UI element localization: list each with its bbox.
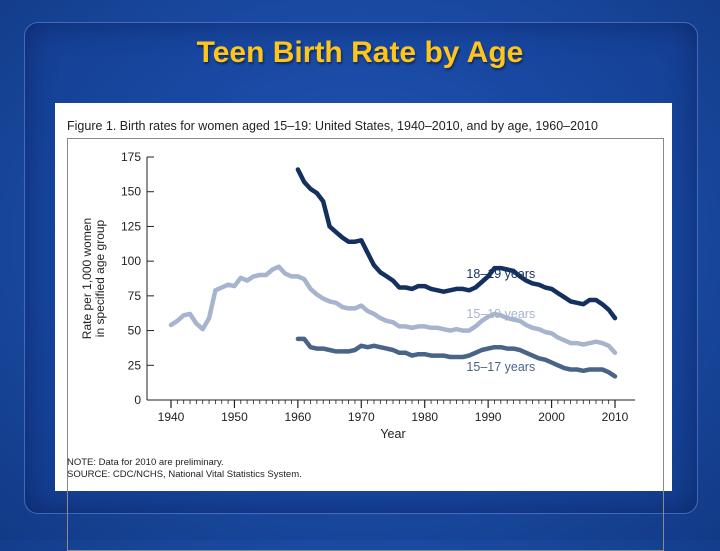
series-line-0 (295, 167, 618, 321)
series-lines (168, 167, 618, 379)
x-tick-label: 1980 (411, 410, 438, 424)
x-axis-label: Year (380, 427, 405, 441)
y-tick-label: 50 (128, 324, 142, 338)
slide-title: Teen Birth Rate by Age (196, 36, 524, 69)
series-label-0: 18–19 years (466, 267, 535, 281)
figure-panel: Figure 1. Birth rates for women aged 15–… (55, 103, 672, 551)
x-tick-label: 2000 (538, 410, 565, 424)
y-tick-label: 100 (121, 254, 141, 268)
y-axis-label: Rate per 1,000 women (80, 218, 94, 339)
x-tick-label: 1970 (348, 410, 375, 424)
series-label-2: 15–17 years (466, 360, 535, 374)
x-tick-label: 2010 (602, 410, 629, 424)
y-tick-label: 175 (121, 150, 141, 164)
x-tick-label: 1960 (285, 410, 312, 424)
x-tick-label: 1950 (221, 410, 248, 424)
series-labels: 18–19 years 15–19 years 15–17 years (466, 267, 535, 374)
x-tick-label: 1940 (158, 410, 185, 424)
x-tick-label: 1990 (475, 410, 502, 424)
y-tick-label: 0 (134, 393, 141, 407)
series-line-1 (168, 264, 618, 356)
y-tick-label: 75 (128, 289, 142, 303)
figure-caption: Figure 1. Birth rates for women aged 15–… (67, 119, 598, 133)
chart-note: NOTE: Data for 2010 are preliminary. (67, 457, 224, 468)
series-line-2 (295, 336, 618, 379)
y-axis-label: in specified age group (93, 219, 107, 337)
chart-axes: 0 25 50 75 100 125 150 175 1940 1950 1960 1970 1980 1… (80, 150, 635, 441)
y-tick-label: 125 (121, 219, 141, 233)
chart-source: SOURCE: CDC/NCHS, National Vital Statist… (67, 469, 302, 480)
y-tick-label: 150 (121, 185, 141, 199)
line-chart: 0 25 50 75 100 125 150 175 1940 1950 1960 1970 1980 1… (80, 150, 635, 441)
y-tick-label: 25 (128, 358, 142, 372)
series-label-1: 15–19 years (466, 307, 535, 321)
